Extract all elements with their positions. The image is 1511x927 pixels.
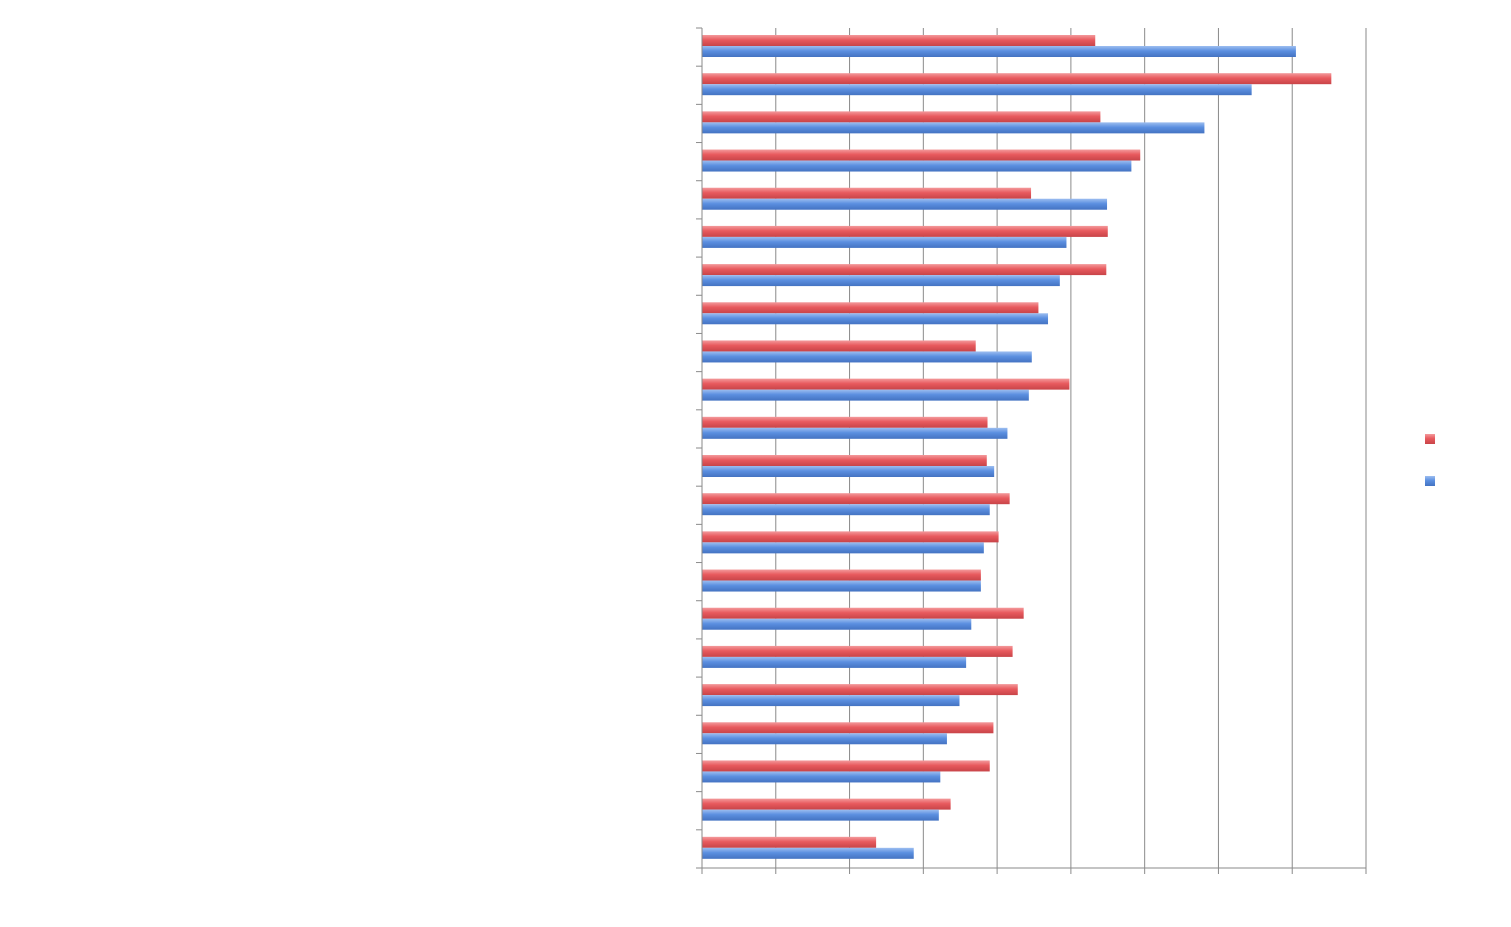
bar-s2-c18 [702,695,960,707]
bar-s2-c7 [702,275,1060,287]
bar-s2-c1 [702,46,1296,57]
bar-s1-c18 [702,684,1018,696]
bar-s2-c3 [702,122,1205,134]
bar-s1-c17 [702,645,1013,657]
bar-s2-c15 [702,580,981,592]
bar-s2-c4 [702,160,1132,172]
bar-s1-c14 [702,531,999,543]
bar-s2-c2 [702,84,1252,96]
bars [702,35,1332,859]
bar-s1-c16 [702,607,1024,619]
bar-s2-c5 [702,198,1108,210]
legend [1425,434,1435,486]
bar-s2-c20 [702,771,941,783]
bar-s1-c8 [702,302,1039,314]
bar-s2-c22 [702,847,914,859]
bar-s1-c21 [702,798,951,810]
bar-s1-c20 [702,760,990,772]
bar-s1-c13 [702,493,1010,505]
bar-s1-c2 [702,73,1332,85]
bar-s2-c12 [702,466,995,477]
bar-s1-c1 [702,35,1096,46]
legend-swatch-s1 [1425,434,1435,444]
bar-s1-c6 [702,225,1108,237]
bar-s2-c6 [702,236,1067,248]
bar-s2-c19 [702,733,947,745]
bar-s1-c19 [702,722,994,734]
bar-s1-c7 [702,264,1107,276]
bar-s2-c16 [702,618,972,630]
bar-s2-c17 [702,656,967,668]
legend-swatch-s2 [1425,476,1435,486]
bar-s1-c15 [702,569,981,581]
bar-s2-c10 [702,389,1029,401]
bar-s2-c21 [702,809,939,821]
bar-s2-c11 [702,427,1008,439]
bar-s1-c22 [702,836,877,848]
bar-s1-c12 [702,455,987,466]
axes [696,27,1367,874]
bar-s1-c10 [702,378,1070,390]
bar-s1-c3 [702,111,1101,123]
bar-s2-c8 [702,313,1049,325]
bar-s1-c5 [702,187,1032,199]
bar-s1-c9 [702,340,976,352]
bar-s2-c14 [702,542,984,554]
bar-s1-c11 [702,416,988,428]
bar-s2-c13 [702,504,990,516]
bar-s1-c4 [702,149,1141,161]
bar-s2-c9 [702,351,1032,363]
